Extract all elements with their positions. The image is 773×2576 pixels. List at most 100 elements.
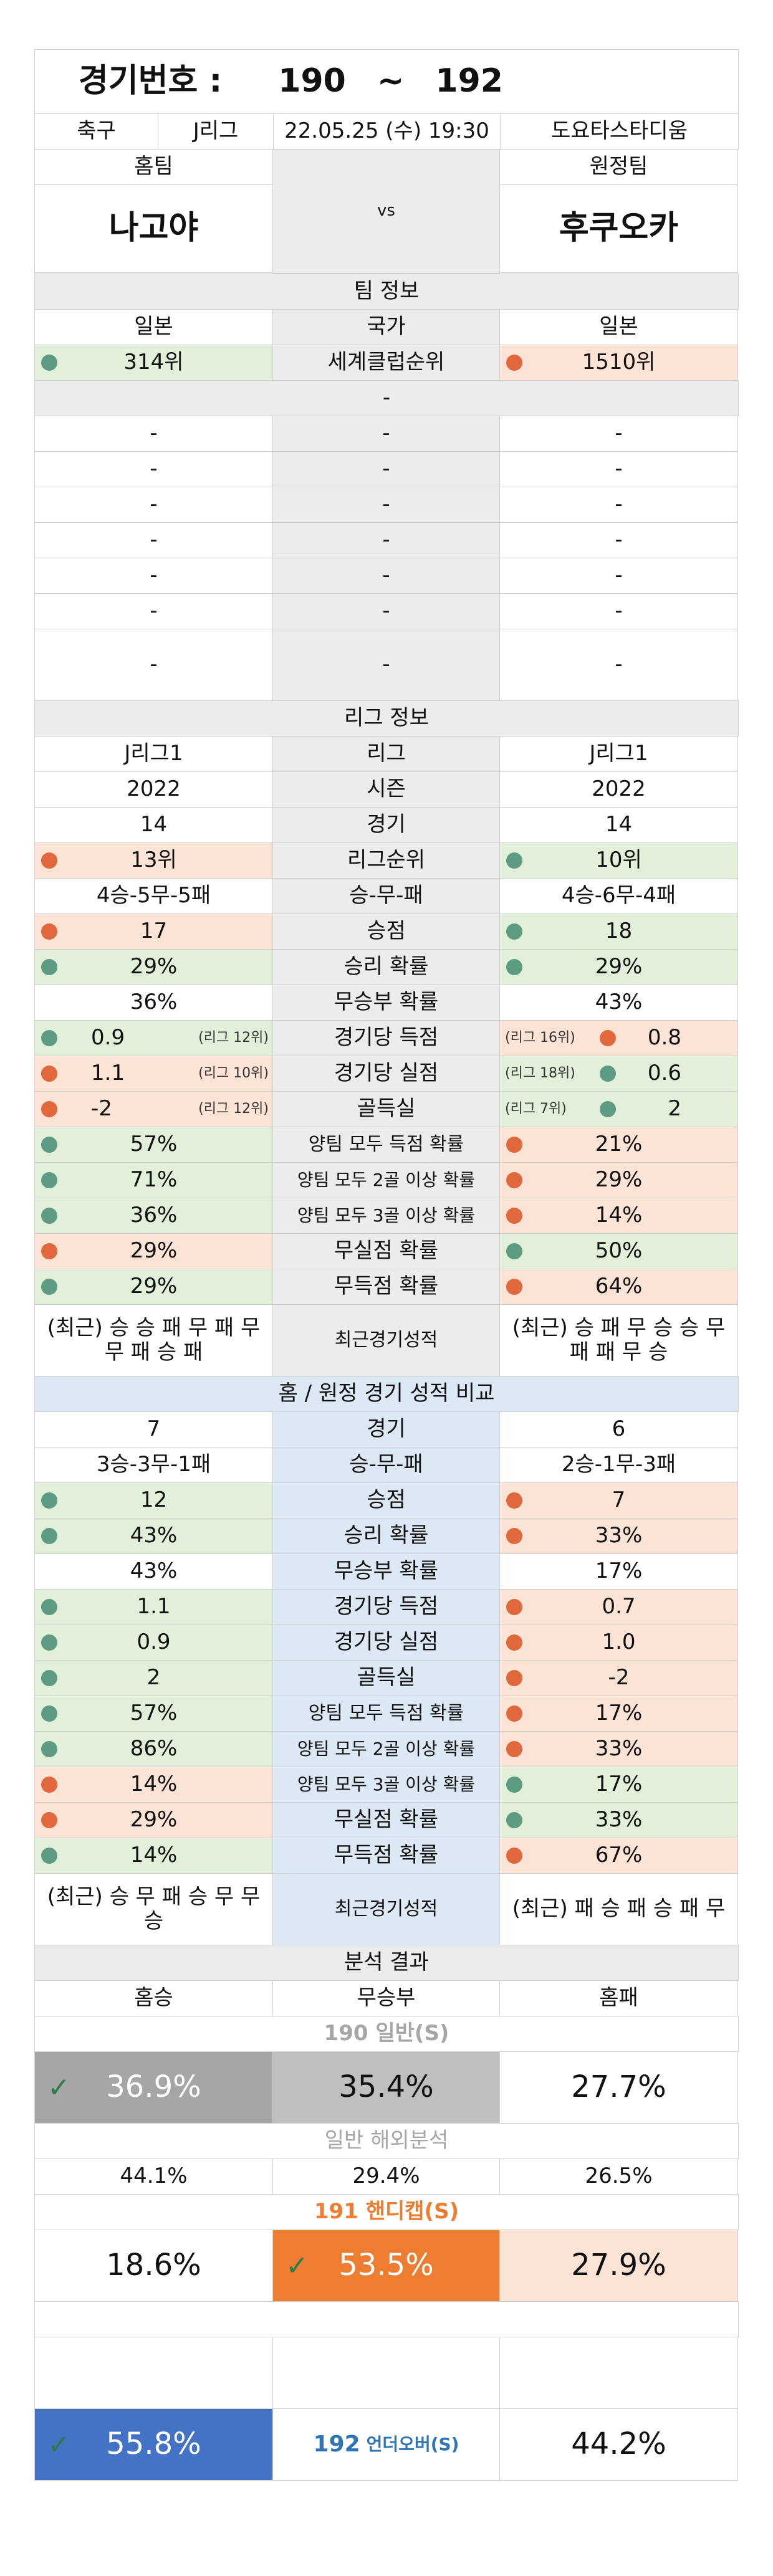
- home-btts: 57%: [34, 1127, 273, 1163]
- away-points: 18: [499, 914, 738, 950]
- bad-indicator-icon: [41, 852, 57, 869]
- away-season: 2022: [499, 771, 738, 808]
- good-indicator-icon: [506, 1243, 522, 1259]
- home-away-title: 홈 / 원정 경기 성적 비교: [34, 1376, 739, 1412]
- bad-indicator-icon: [506, 1634, 522, 1651]
- club-rank-label: 세계클럽순위: [272, 345, 500, 381]
- ha-away-goals-for: 0.7: [499, 1589, 738, 1625]
- home-club-rank: 314위: [34, 345, 273, 381]
- empty-label: -: [272, 593, 500, 629]
- home-points: 17: [34, 914, 273, 950]
- ha-home-recent-form: (최근) 승 무 패 승 무 무 승: [34, 1873, 273, 1945]
- bad-indicator-icon: [600, 1030, 616, 1046]
- ha-away-wdl: 2승-1무-3패: [499, 1447, 738, 1483]
- stadium-cell: 도요타스타디움: [500, 113, 739, 150]
- match-number-tilde: ~: [377, 62, 405, 100]
- ha-home-btts: 57%: [34, 1696, 273, 1732]
- good-indicator-icon: [600, 1066, 616, 1082]
- over-value: 44.2%: [499, 2408, 738, 2481]
- ha-away-clean-sheet: 33%: [499, 1802, 738, 1838]
- good-indicator-icon: [41, 1137, 57, 1153]
- handicap-home: 18.6%: [34, 2230, 273, 2302]
- away-goals-for-rank: (리그 16위): [505, 1030, 575, 1046]
- games-label: 경기: [272, 807, 500, 843]
- away-recent-form: (최근) 승 패 무 승 승 무 패 패 무 승: [499, 1304, 738, 1376]
- bad-indicator-icon: [41, 1243, 57, 1259]
- good-indicator-icon: [41, 1492, 57, 1509]
- handicap-draw: ✓ 53.5%: [272, 2230, 500, 2302]
- bad-indicator-icon: [41, 1101, 57, 1117]
- check-icon: ✓: [47, 2072, 70, 2104]
- col-home-loss: 홈패: [499, 1980, 738, 2016]
- overseas-draw: 29.4%: [272, 2159, 500, 2195]
- ha-home-clean-sheet: 29%: [34, 1802, 273, 1838]
- empty-label: -: [272, 487, 500, 523]
- empty-cell: -: [34, 416, 273, 452]
- general-home: ✓ 36.9%: [34, 2051, 273, 2124]
- bad-indicator-icon: [506, 1279, 522, 1295]
- away-goal-diff-rank: (리그 7위): [505, 1101, 567, 1117]
- overseas-home: 44.1%: [34, 2159, 273, 2195]
- good-indicator-icon: [41, 959, 57, 975]
- empty-label: -: [272, 558, 500, 594]
- good-indicator-icon: [506, 1777, 522, 1793]
- general-title: 190 일반(S): [34, 2016, 739, 2052]
- bad-indicator-icon: [506, 355, 522, 371]
- ha-away-recent-form: (최근) 패 승 패 승 패 무: [499, 1873, 738, 1945]
- team-info-title: 팀 정보: [34, 274, 739, 310]
- ha-home-games: 7: [34, 1411, 273, 1448]
- bad-indicator-icon: [41, 1812, 57, 1828]
- good-indicator-icon: [41, 1670, 57, 1686]
- away-no-score: 64%: [499, 1269, 738, 1305]
- ha-away-btts3: 17%: [499, 1767, 738, 1803]
- good-indicator-icon: [506, 852, 522, 869]
- league-cell: J리그: [158, 113, 274, 150]
- ha-home-goals-for: 1.1: [34, 1589, 273, 1625]
- home-country: 일본: [34, 309, 273, 345]
- league-label: 리그: [272, 736, 500, 772]
- match-number-header: 경기번호 : 190 ~ 192: [34, 49, 739, 114]
- vs-cell: vs: [272, 149, 500, 274]
- ha-home-draw-prob: 43%: [34, 1553, 273, 1590]
- home-games: 14: [34, 807, 273, 843]
- ha-away-btts: 17%: [499, 1696, 738, 1732]
- home-season: 2022: [34, 771, 273, 808]
- season-label: 시즌: [272, 771, 500, 808]
- good-indicator-icon: [41, 1279, 57, 1295]
- empty-cell: -: [499, 629, 738, 701]
- empty-label: -: [272, 629, 500, 701]
- home-goals-against-rank: (리그 10위): [198, 1066, 269, 1082]
- spacer-cell: [272, 2337, 500, 2409]
- home-league-rank: 13위: [34, 842, 273, 879]
- check-icon: ✓: [286, 2250, 309, 2282]
- match-number-label: 경기번호 :: [79, 62, 223, 100]
- recent-form-label: 최근경기성적: [272, 1304, 500, 1376]
- home-goal-diff: -2 (리그 12위): [34, 1091, 273, 1127]
- away-goals-for: (리그 16위) 0.8: [499, 1020, 738, 1056]
- good-indicator-icon: [41, 1030, 57, 1046]
- handicap-title: 191 핸디캡(S): [34, 2194, 739, 2230]
- empty-cell: -: [499, 522, 738, 558]
- empty-label: -: [272, 451, 500, 487]
- ha-goals-for-label: 경기당 득점: [272, 1589, 500, 1625]
- empty-cell: -: [34, 522, 273, 558]
- bad-indicator-icon: [41, 923, 57, 940]
- ha-away-goals-against: 1.0: [499, 1624, 738, 1661]
- ha-no-score-label: 무득점 확률: [272, 1838, 500, 1874]
- team-info-empty-title: -: [34, 380, 739, 416]
- home-team-name: 나고야: [34, 184, 273, 273]
- league-info-title: 리그 정보: [34, 700, 739, 737]
- good-indicator-icon: [41, 1705, 57, 1722]
- away-goals-against-rank: (리그 18위): [505, 1066, 575, 1082]
- bad-indicator-icon: [506, 1599, 522, 1615]
- match-number-from: 190: [278, 62, 346, 100]
- no-score-label: 무득점 확률: [272, 1269, 500, 1305]
- away-team-label: 원정팀: [499, 149, 738, 185]
- away-club-rank: 1510위: [499, 345, 738, 381]
- bad-indicator-icon: [41, 1777, 57, 1793]
- ha-btts2-label: 양팀 모두 2골 이상 확률: [272, 1731, 500, 1767]
- ha-btts3-label: 양팀 모두 3골 이상 확률: [272, 1767, 500, 1803]
- empty-cell: -: [34, 629, 273, 701]
- good-indicator-icon: [41, 1741, 57, 1757]
- empty-cell: -: [34, 558, 273, 594]
